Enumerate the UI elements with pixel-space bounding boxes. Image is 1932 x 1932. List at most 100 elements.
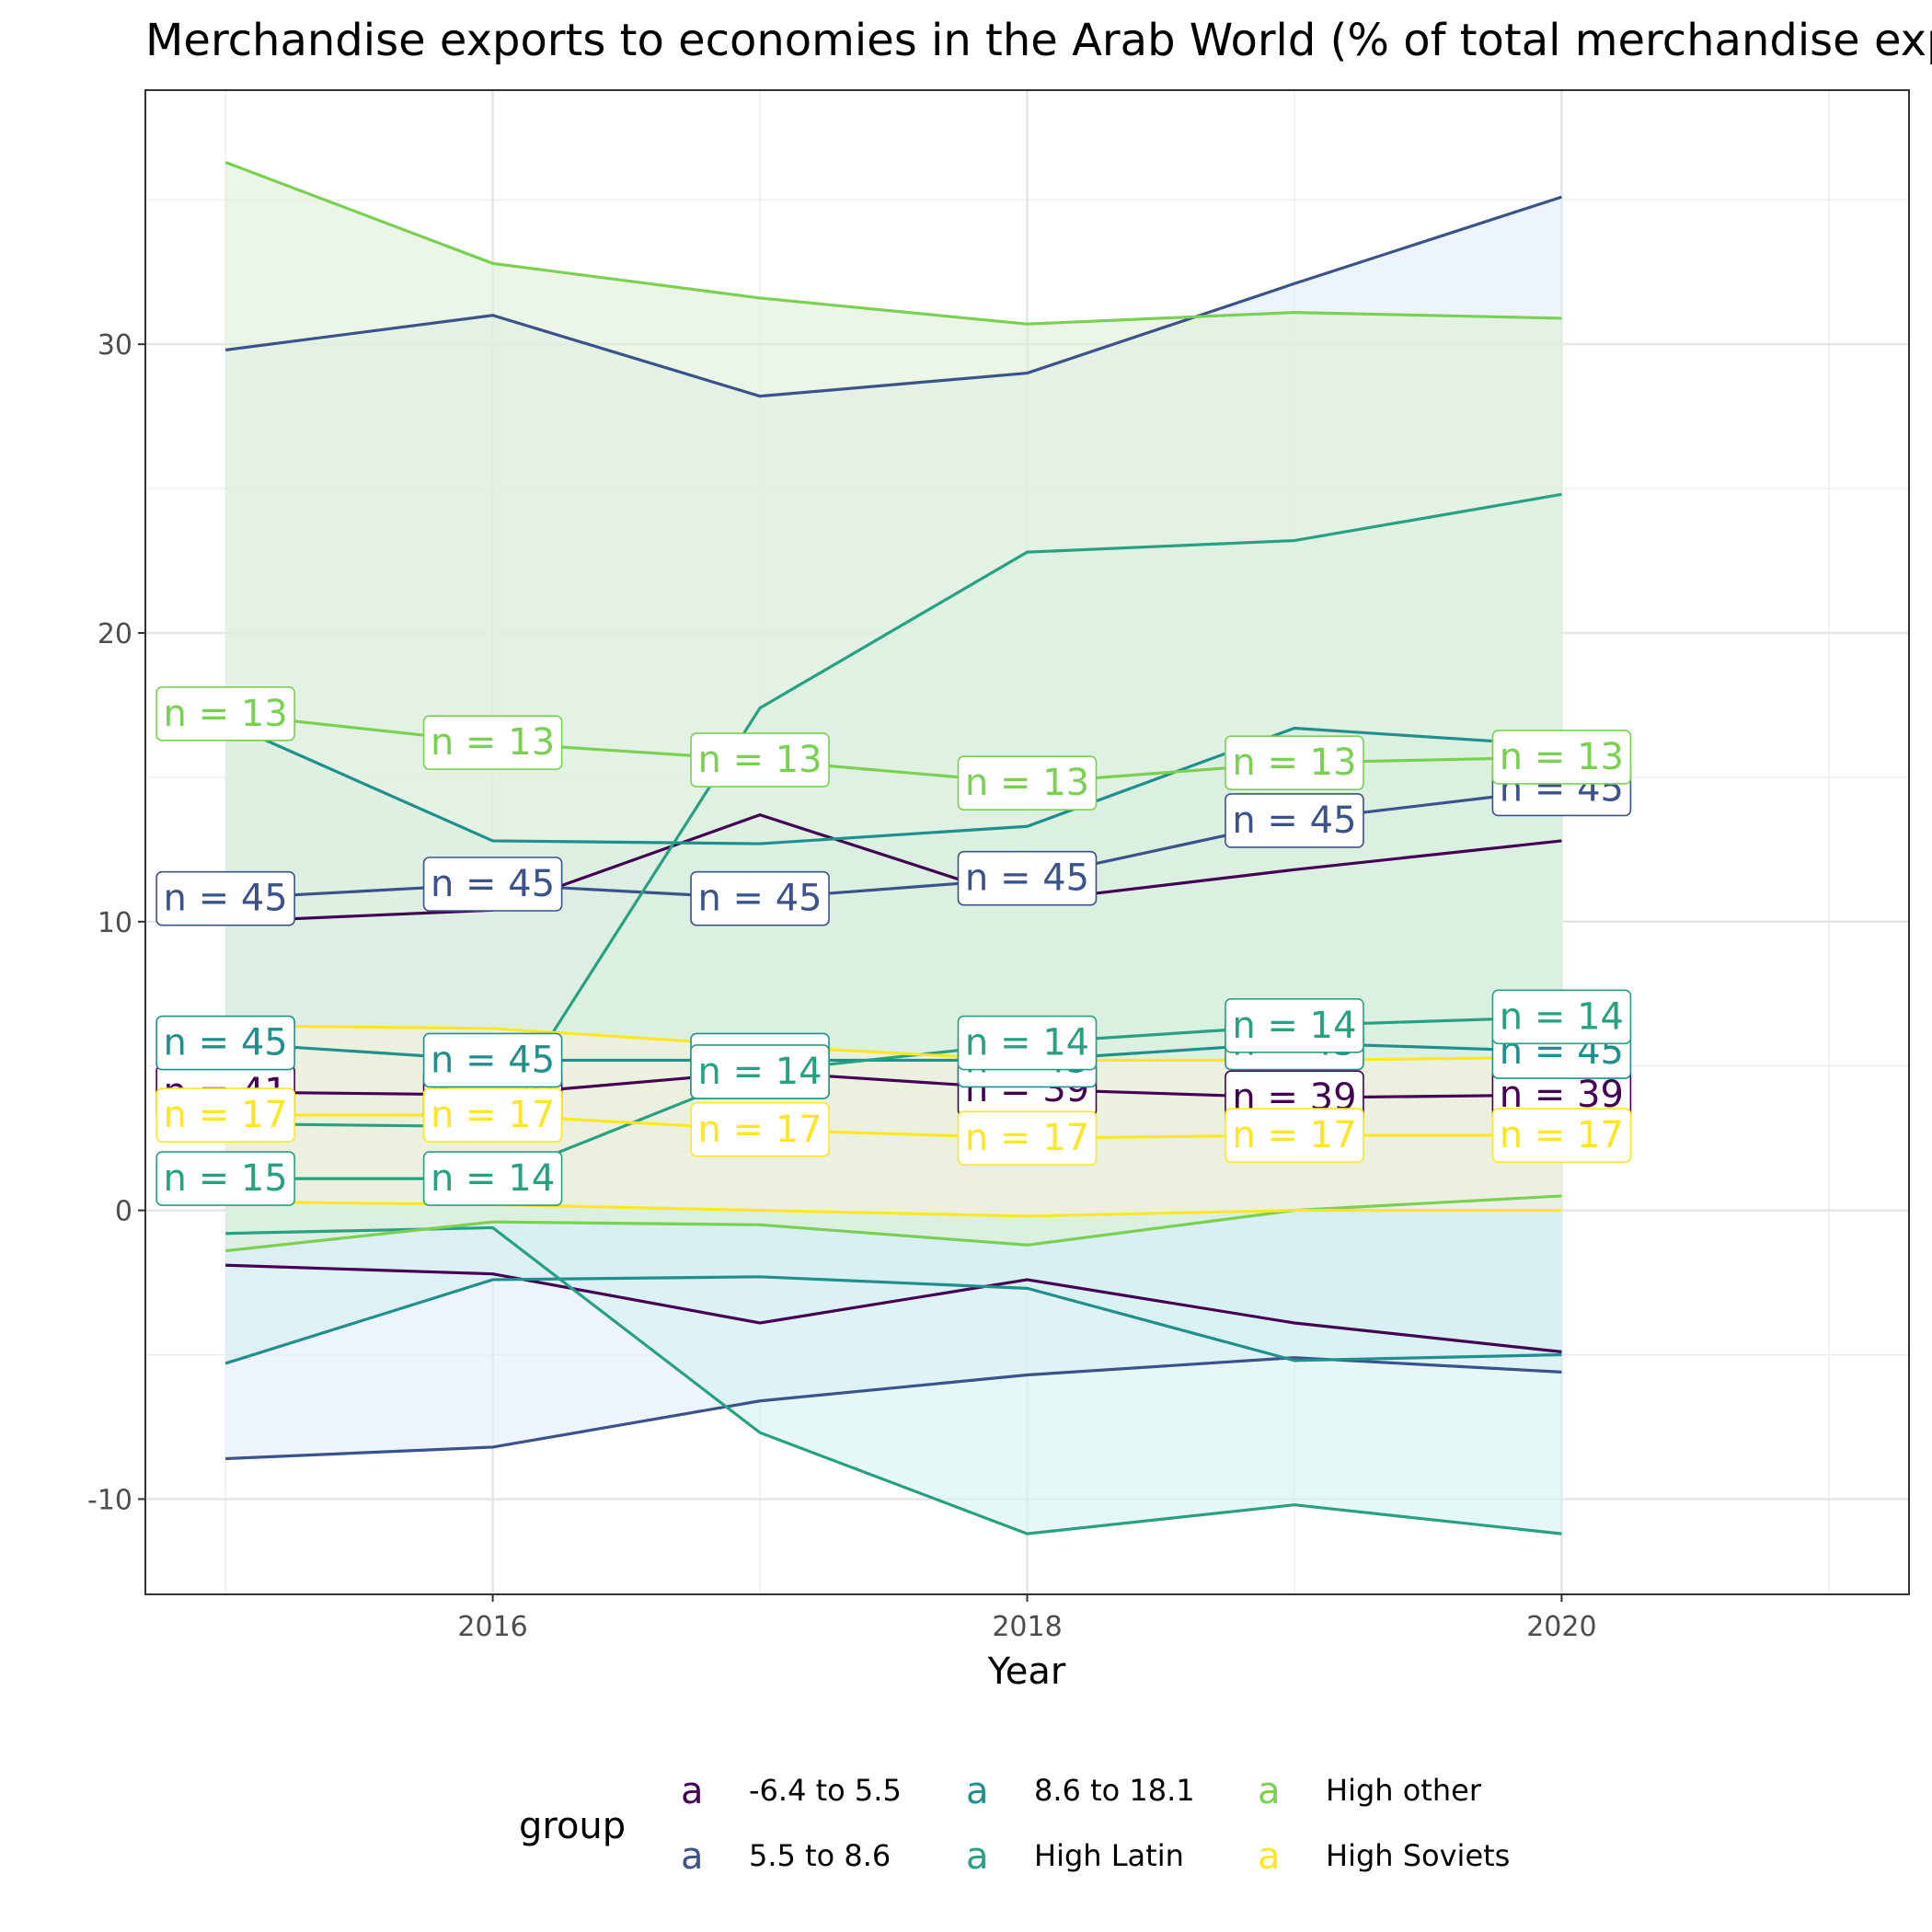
count-label-text: n = 14 [965, 1022, 1089, 1064]
count-label-box [155, 1087, 295, 1143]
count-label: n = 17 [422, 1087, 563, 1143]
count-label-box [155, 1015, 295, 1071]
count-label: n = 13 [957, 755, 1098, 811]
legend-key-glyph: a [966, 1770, 989, 1812]
plot-panel: n = 41n = 39n = 39n = 39n = 39n = 39n = … [144, 89, 1910, 1595]
count-label: n = 17 [690, 1101, 830, 1157]
legend-key-glyph: a [681, 1835, 704, 1878]
count-label: n = 14 [690, 1044, 830, 1099]
count-label-box [1491, 1108, 1632, 1163]
legend-item: a 5.5 to 8.6 [681, 1835, 891, 1878]
count-label-text: n = 14 [697, 1051, 822, 1093]
x-tick-label: 2016 [457, 1611, 527, 1643]
legend-item: a -6.4 to 5.5 [681, 1770, 902, 1812]
count-label-text: n = 17 [1232, 1114, 1356, 1156]
count-label-box [1225, 793, 1364, 848]
count-label-box [690, 1044, 830, 1099]
chart-title: Merchandise exports to economies in the … [145, 15, 1932, 66]
lower-line-High Latin [225, 1225, 1562, 1535]
count-label-box [690, 732, 830, 788]
count-label: n = 45 [155, 1015, 295, 1071]
count-label: n = 45 [690, 870, 830, 926]
count-label-box [422, 1151, 563, 1206]
count-label-text: n = 13 [1232, 742, 1356, 784]
count-label-text: n = 45 [1232, 799, 1356, 842]
count-label: n = 45 [422, 1032, 563, 1088]
ribbon-layer [225, 162, 1562, 1535]
legend-key-glyph: a [681, 1770, 704, 1812]
count-label: n = 14 [957, 1015, 1098, 1071]
count-label: n = 13 [155, 686, 295, 742]
legend-item-label: -6.4 to 5.5 [749, 1773, 902, 1808]
count-label-text: n = 17 [697, 1109, 822, 1151]
legend-item-label: High Latin [1034, 1838, 1184, 1873]
legend-keys: a -6.4 to 5.5 a 5.5 to 8.6 a 8.6 to 18.1 a High… [681, 1770, 1510, 1878]
legend: group a -6.4 to 5.5 a 5.5 to 8.6 a 8.6 to 18.… [519, 1770, 1510, 1878]
count-label: n = 17 [1225, 1108, 1364, 1163]
upper-line-High other [224, 160, 1562, 326]
legend-item-label: High Soviets [1326, 1838, 1510, 1873]
upper-line-8.6 to 18.1 [224, 720, 1562, 845]
count-label-text: n = 45 [164, 1022, 288, 1064]
legend-key-glyph: a [1258, 1770, 1281, 1812]
legend-key-glyph: a [966, 1835, 989, 1878]
y-tick-label: -10 [87, 1484, 132, 1516]
upper-line-5.5 to 8.6 [224, 195, 1562, 398]
x-tick-label: 2018 [992, 1611, 1062, 1643]
count-label: n = 45 [155, 870, 295, 926]
count-label-box [690, 870, 830, 926]
count-label-box [1491, 989, 1632, 1045]
x-axis: 2016 2018 2020 [457, 1594, 1597, 1643]
count-label-box [422, 1032, 563, 1088]
legend-title: group [519, 1805, 626, 1847]
upper-line--6.4 to 5.5 [225, 812, 1562, 924]
y-tick-label: 20 [98, 618, 132, 650]
count-label-box [690, 1101, 830, 1157]
lower-line-8.6 to 18.1 [224, 1275, 1562, 1365]
y-tick-label: 0 [115, 1196, 132, 1228]
count-label-box [1225, 997, 1364, 1053]
count-label-text: n = 13 [1500, 736, 1624, 778]
count-label-box [957, 755, 1098, 811]
lower-line--6.4 to 5.5 [225, 1263, 1562, 1353]
count-label-box [422, 1087, 563, 1143]
count-label: n = 17 [155, 1087, 295, 1143]
count-label-box [422, 857, 563, 912]
count-label-text: n = 13 [164, 693, 288, 735]
lower-line-High other [224, 1194, 1562, 1253]
legend-item-label: 5.5 to 8.6 [749, 1838, 891, 1873]
ribbon-High other [225, 162, 1562, 1251]
count-label-layer: n = 41n = 39n = 39n = 39n = 39n = 39n = … [155, 686, 1632, 1206]
count-label: n = 13 [1225, 735, 1364, 790]
count-label-text: n = 15 [164, 1157, 288, 1200]
count-label-text: n = 13 [431, 721, 555, 764]
count-label: n = 17 [1491, 1108, 1632, 1163]
count-label-box [155, 870, 295, 926]
legend-item-label: 8.6 to 18.1 [1034, 1773, 1195, 1808]
y-tick-label: 10 [98, 907, 132, 939]
legend-item: a High Soviets [1258, 1835, 1510, 1878]
count-label-text: n = 45 [431, 1039, 555, 1081]
y-axis: -10 0 10 20 30 [87, 329, 145, 1516]
count-label: n = 45 [1225, 793, 1364, 848]
count-label: n = 14 [422, 1151, 563, 1206]
count-label-box [155, 686, 295, 742]
count-label-text: n = 17 [965, 1117, 1089, 1159]
count-label-box [957, 850, 1098, 906]
count-label-box [1225, 735, 1364, 790]
legend-item-label: High other [1326, 1773, 1482, 1808]
count-label: n = 45 [422, 857, 563, 912]
count-label-text: n = 45 [431, 863, 555, 905]
count-label-text: n = 13 [965, 762, 1089, 804]
count-label-box [957, 1015, 1098, 1071]
count-label-text: n = 14 [1500, 995, 1624, 1038]
count-label-text: n = 17 [1500, 1114, 1624, 1156]
count-label-text: n = 45 [965, 857, 1089, 900]
count-label: n = 14 [1225, 997, 1364, 1053]
count-label: n = 14 [1491, 989, 1632, 1045]
count-label: n = 45 [957, 850, 1098, 906]
count-label-box [422, 715, 563, 771]
x-tick-label: 2020 [1526, 1611, 1596, 1643]
legend-key-glyph: a [1258, 1835, 1281, 1878]
